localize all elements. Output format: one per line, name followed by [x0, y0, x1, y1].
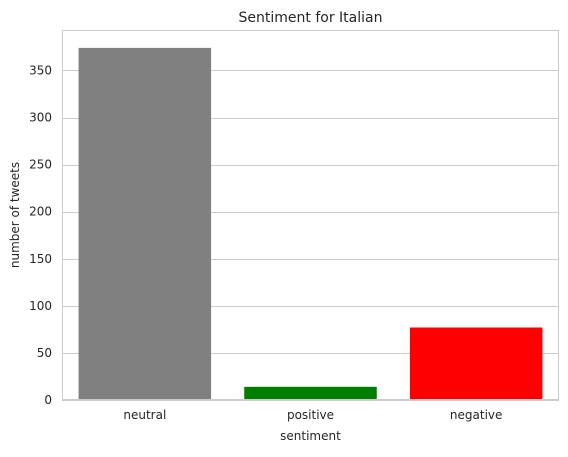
plot-frame: [62, 30, 559, 400]
y-tick-label: 150: [29, 252, 52, 266]
y-tick-label: 50: [37, 346, 52, 360]
y-tick-label: 200: [29, 205, 52, 219]
y-axis-ticks: 0 50 100 150 200 250 300 350: [29, 63, 52, 407]
y-tick-label: 100: [29, 299, 52, 313]
y-axis-label: number of tweets: [8, 162, 22, 268]
bar-negative: [409, 327, 543, 400]
bar-positive: [244, 386, 377, 400]
x-axis-label: sentiment: [280, 429, 341, 443]
x-tick-label-negative: negative: [450, 408, 502, 422]
y-tick-label: 300: [29, 111, 52, 125]
y-tick-label: 0: [44, 393, 52, 407]
chart-title: Sentiment for Italian: [239, 10, 383, 26]
y-tick-label: 350: [29, 63, 52, 77]
bar-neutral: [78, 47, 212, 401]
bars-layer: [78, 47, 543, 401]
x-tick-label-neutral: neutral: [123, 408, 166, 422]
x-tick-label-positive: positive: [287, 408, 334, 422]
y-tick-label: 250: [29, 158, 52, 172]
x-axis-ticks: neutral positive negative: [123, 408, 502, 422]
